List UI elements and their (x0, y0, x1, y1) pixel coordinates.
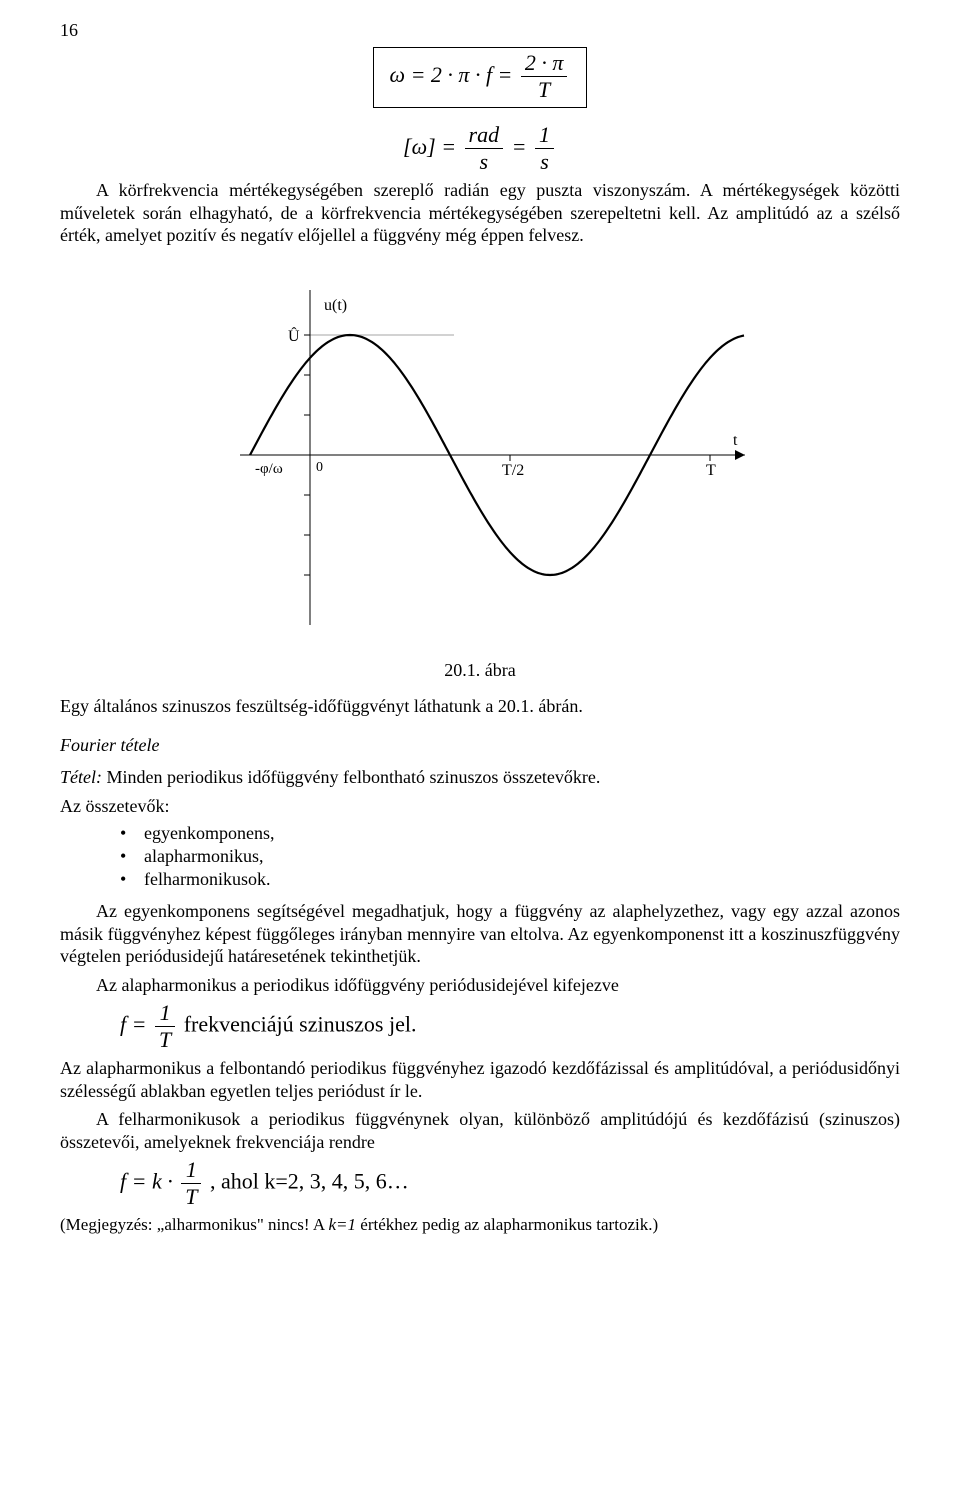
paragraph-alapharmonikus-desc: Az alapharmonikus a felbontandó periodik… (60, 1057, 900, 1102)
az-osszetevok-label: Az összetevők: (60, 795, 900, 818)
svg-text:Û: Û (288, 326, 300, 345)
paragraph-korfrekvencia: A körfrekvencia mértékegységében szerepl… (60, 179, 900, 247)
unit-equation-row: [ω] = rad s = 1 s (60, 124, 900, 173)
svg-text:T/2: T/2 (502, 462, 524, 479)
tetel-text: Minden periodikus időfüggvény felbonthat… (102, 767, 600, 787)
eq-unit-f2num: 1 (535, 124, 554, 149)
tetel-line: Tétel: Minden periodikus időfüggvény fel… (60, 766, 900, 789)
svg-text:t: t (733, 432, 738, 449)
note-ital: k=1 (329, 1215, 357, 1234)
fourier-heading: Fourier tétele (60, 735, 900, 756)
boxed-equation-row: ω = 2 · π · f = 2 · π T (60, 47, 900, 118)
svg-text:0: 0 (316, 460, 323, 475)
eq-f-left: f = (120, 1012, 146, 1037)
eq-omega-num: 2 · π (521, 52, 568, 77)
eq-omega-def: ω = 2 · π · f = 2 · π T (390, 62, 571, 87)
paragraph-egyenkomponens: Az egyenkomponens segítségével megadhatj… (60, 900, 900, 968)
eq-unit-mid: = (512, 134, 527, 159)
figure-caption: 20.1. ábra (60, 660, 900, 681)
paragraph-felharmonikusok: A felharmonikusok a periodikus függvényn… (60, 1108, 900, 1153)
paragraph-figure-ref: Egy általános szinuszos feszültség-időfü… (60, 695, 900, 718)
tetel-prefix: Tétel: (60, 767, 102, 787)
paragraph-alapharmonikus-intro: Az alapharmonikus a periodikus időfüggvé… (60, 974, 900, 997)
eq-unit-f2den: s (535, 149, 554, 173)
components-list: egyenkomponens, alapharmonikus, felharmo… (120, 823, 900, 890)
page-number: 16 (60, 20, 900, 41)
note-suffix: értékhez pedig az alapharmonikus tartozi… (356, 1215, 658, 1234)
eq-fk-den: T (181, 1184, 201, 1208)
eq-unit-f1num: rad (465, 124, 504, 149)
list-item: felharmonikusok. (120, 869, 900, 890)
note-prefix: (Megjegyzés: „alharmonikus" nincs! A (60, 1215, 329, 1234)
eq-f-den: T (155, 1027, 175, 1051)
eq-fk-num: 1 (181, 1159, 201, 1184)
eq-omega-unit: [ω] = rad s = 1 s (403, 134, 557, 159)
eq-f-harmonics: f = k · 1 T , ahol k=2, 3, 4, 5, 6… (120, 1159, 900, 1208)
list-item: egyenkomponens, (120, 823, 900, 844)
eq-omega-left: ω = 2 · π · f = (390, 62, 513, 87)
eq-f-fundamental: f = 1 T frekvenciájú szinuszos jel. (120, 1002, 900, 1051)
sine-diagram: u(t) Û -φ/ω 0 T/2 Tt (200, 265, 760, 650)
eq-unit-f1den: s (465, 149, 504, 173)
eq-omega-den: T (521, 77, 568, 101)
eq-fk-left: f = k · (120, 1169, 173, 1194)
eq-f-num: 1 (155, 1002, 175, 1027)
svg-text:-φ/ω: -φ/ω (255, 461, 283, 477)
footnote: (Megjegyzés: „alharmonikus" nincs! A k=1… (60, 1214, 900, 1235)
svg-text:u(t): u(t) (324, 297, 347, 314)
eq-fk-tail: , ahol k=2, 3, 4, 5, 6… (210, 1169, 409, 1194)
eq-f-tail: frekvenciájú szinuszos jel. (184, 1012, 417, 1037)
svg-text:T: T (706, 462, 716, 479)
eq-unit-left: [ω] = (403, 134, 456, 159)
list-item: alapharmonikus, (120, 846, 900, 867)
